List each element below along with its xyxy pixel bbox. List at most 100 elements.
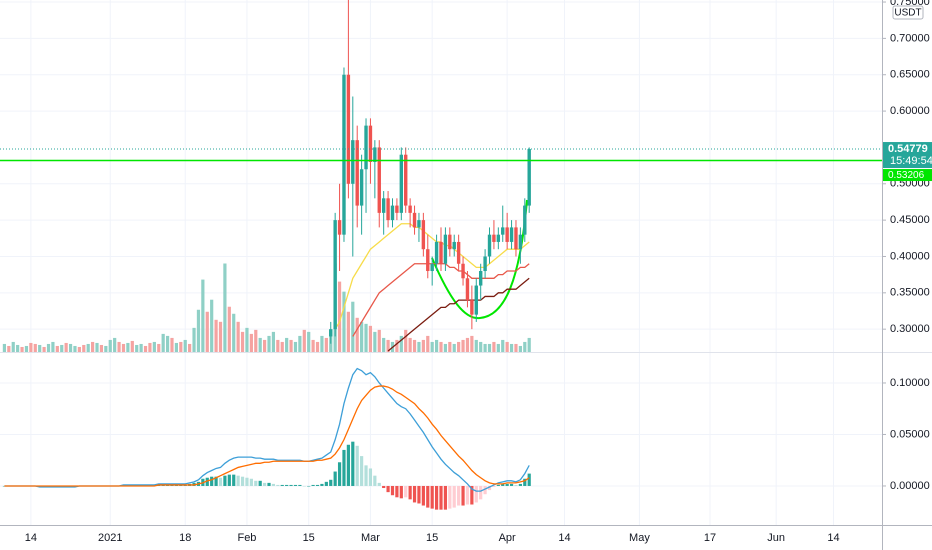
histogram-bar	[351, 441, 355, 486]
histogram-bar	[337, 462, 342, 486]
volume-bar	[86, 343, 90, 352]
volume-bar	[245, 327, 249, 352]
histogram-bar	[267, 482, 271, 486]
candle-body	[426, 249, 430, 272]
candle-body	[329, 329, 333, 337]
volume-bar	[77, 346, 81, 352]
candle-body	[346, 74, 351, 184]
histogram-bar	[333, 471, 337, 486]
volume-bar	[518, 345, 522, 352]
volume-bar	[426, 335, 430, 352]
volume-bar	[470, 335, 474, 352]
histogram-bar	[390, 485, 395, 496]
volume-bar	[11, 341, 15, 352]
histogram-bar	[289, 484, 293, 486]
histogram-bar	[465, 485, 470, 505]
histogram-bar	[399, 485, 403, 499]
histogram-bar	[487, 485, 492, 491]
x-tick-label: Apr	[499, 532, 516, 544]
volume-bar	[439, 341, 443, 352]
candle-body	[395, 205, 399, 213]
volume-bar	[377, 329, 381, 352]
histogram-bar	[457, 485, 461, 506]
histogram-bar	[280, 484, 284, 486]
volume-bar	[373, 331, 377, 352]
histogram-bar	[474, 485, 478, 503]
volume-bar	[201, 279, 205, 352]
candle-body	[518, 234, 523, 250]
histogram-bar	[298, 484, 302, 486]
x-tick-label: Feb	[237, 532, 256, 544]
histogram-bar	[346, 444, 350, 486]
volume-bar	[501, 339, 505, 352]
histogram-bar	[514, 484, 518, 486]
volume-bar	[258, 337, 262, 352]
volume-bar	[483, 343, 487, 352]
histogram-bar	[386, 485, 390, 493]
volume-bar	[205, 311, 209, 352]
volume-bar	[395, 339, 399, 352]
hline-price-box	[883, 169, 932, 182]
candle-body	[421, 220, 426, 250]
histogram-bar	[452, 485, 456, 508]
histogram-bar	[430, 485, 434, 509]
volume-bar	[2, 343, 7, 352]
histogram-bar	[232, 474, 236, 486]
y-tick-label: 0.05000	[890, 428, 930, 440]
volume-bar	[452, 343, 456, 352]
candle-body	[470, 300, 474, 315]
histogram-bar	[439, 485, 443, 510]
volume-bar	[496, 343, 500, 352]
volume-bar	[121, 343, 126, 352]
histogram-bar	[426, 485, 430, 508]
volume-bar	[479, 341, 483, 352]
candle-body	[399, 154, 404, 213]
x-tick-label: 18	[179, 532, 191, 544]
volume-bar	[364, 323, 368, 352]
volume-bar	[254, 329, 258, 352]
volume-bar	[113, 337, 117, 352]
volume-bar	[73, 345, 77, 352]
histogram-bar	[408, 485, 412, 500]
volume-bar	[346, 311, 350, 352]
y-tick-label: 0.10000	[890, 377, 930, 389]
x-tick-label: 14	[25, 532, 37, 544]
volume-bar	[298, 335, 302, 352]
volume-bar	[368, 325, 373, 352]
candle-body	[496, 234, 501, 242]
y-tick-label: 0.00000	[890, 480, 930, 492]
histogram-bar	[382, 485, 386, 489]
candle-body	[448, 234, 452, 250]
volume-bar	[170, 337, 174, 352]
volume-bar	[382, 337, 386, 352]
histogram-bar	[258, 480, 262, 486]
volume-bar	[95, 342, 99, 352]
volume-bar	[399, 335, 403, 352]
price-layer	[329, 0, 531, 352]
volume-bar	[210, 299, 214, 352]
unit-box	[892, 5, 924, 20]
histogram-bar	[214, 476, 218, 486]
volume-bar	[355, 317, 359, 352]
histogram-bar	[518, 483, 522, 486]
volume-bar	[108, 339, 112, 352]
volume-bar	[16, 344, 20, 352]
histogram-bar	[276, 484, 280, 486]
volume-bar	[139, 343, 143, 352]
volume-bar	[29, 342, 33, 352]
volume-bar	[505, 341, 509, 352]
candle-body	[501, 227, 505, 235]
volume-bar	[514, 343, 518, 352]
candle-body	[492, 234, 496, 242]
histogram-bar	[240, 476, 245, 486]
volume-bar	[99, 344, 104, 352]
volume-bar	[342, 291, 346, 352]
volume-bar	[465, 337, 470, 352]
candle-body	[359, 169, 364, 206]
volume-bar	[179, 341, 183, 352]
volume-bar	[360, 321, 364, 352]
volume-bar	[351, 301, 355, 352]
moving-average-line	[352, 263, 530, 337]
volume-bar	[192, 327, 196, 352]
volume-bar	[302, 329, 306, 352]
